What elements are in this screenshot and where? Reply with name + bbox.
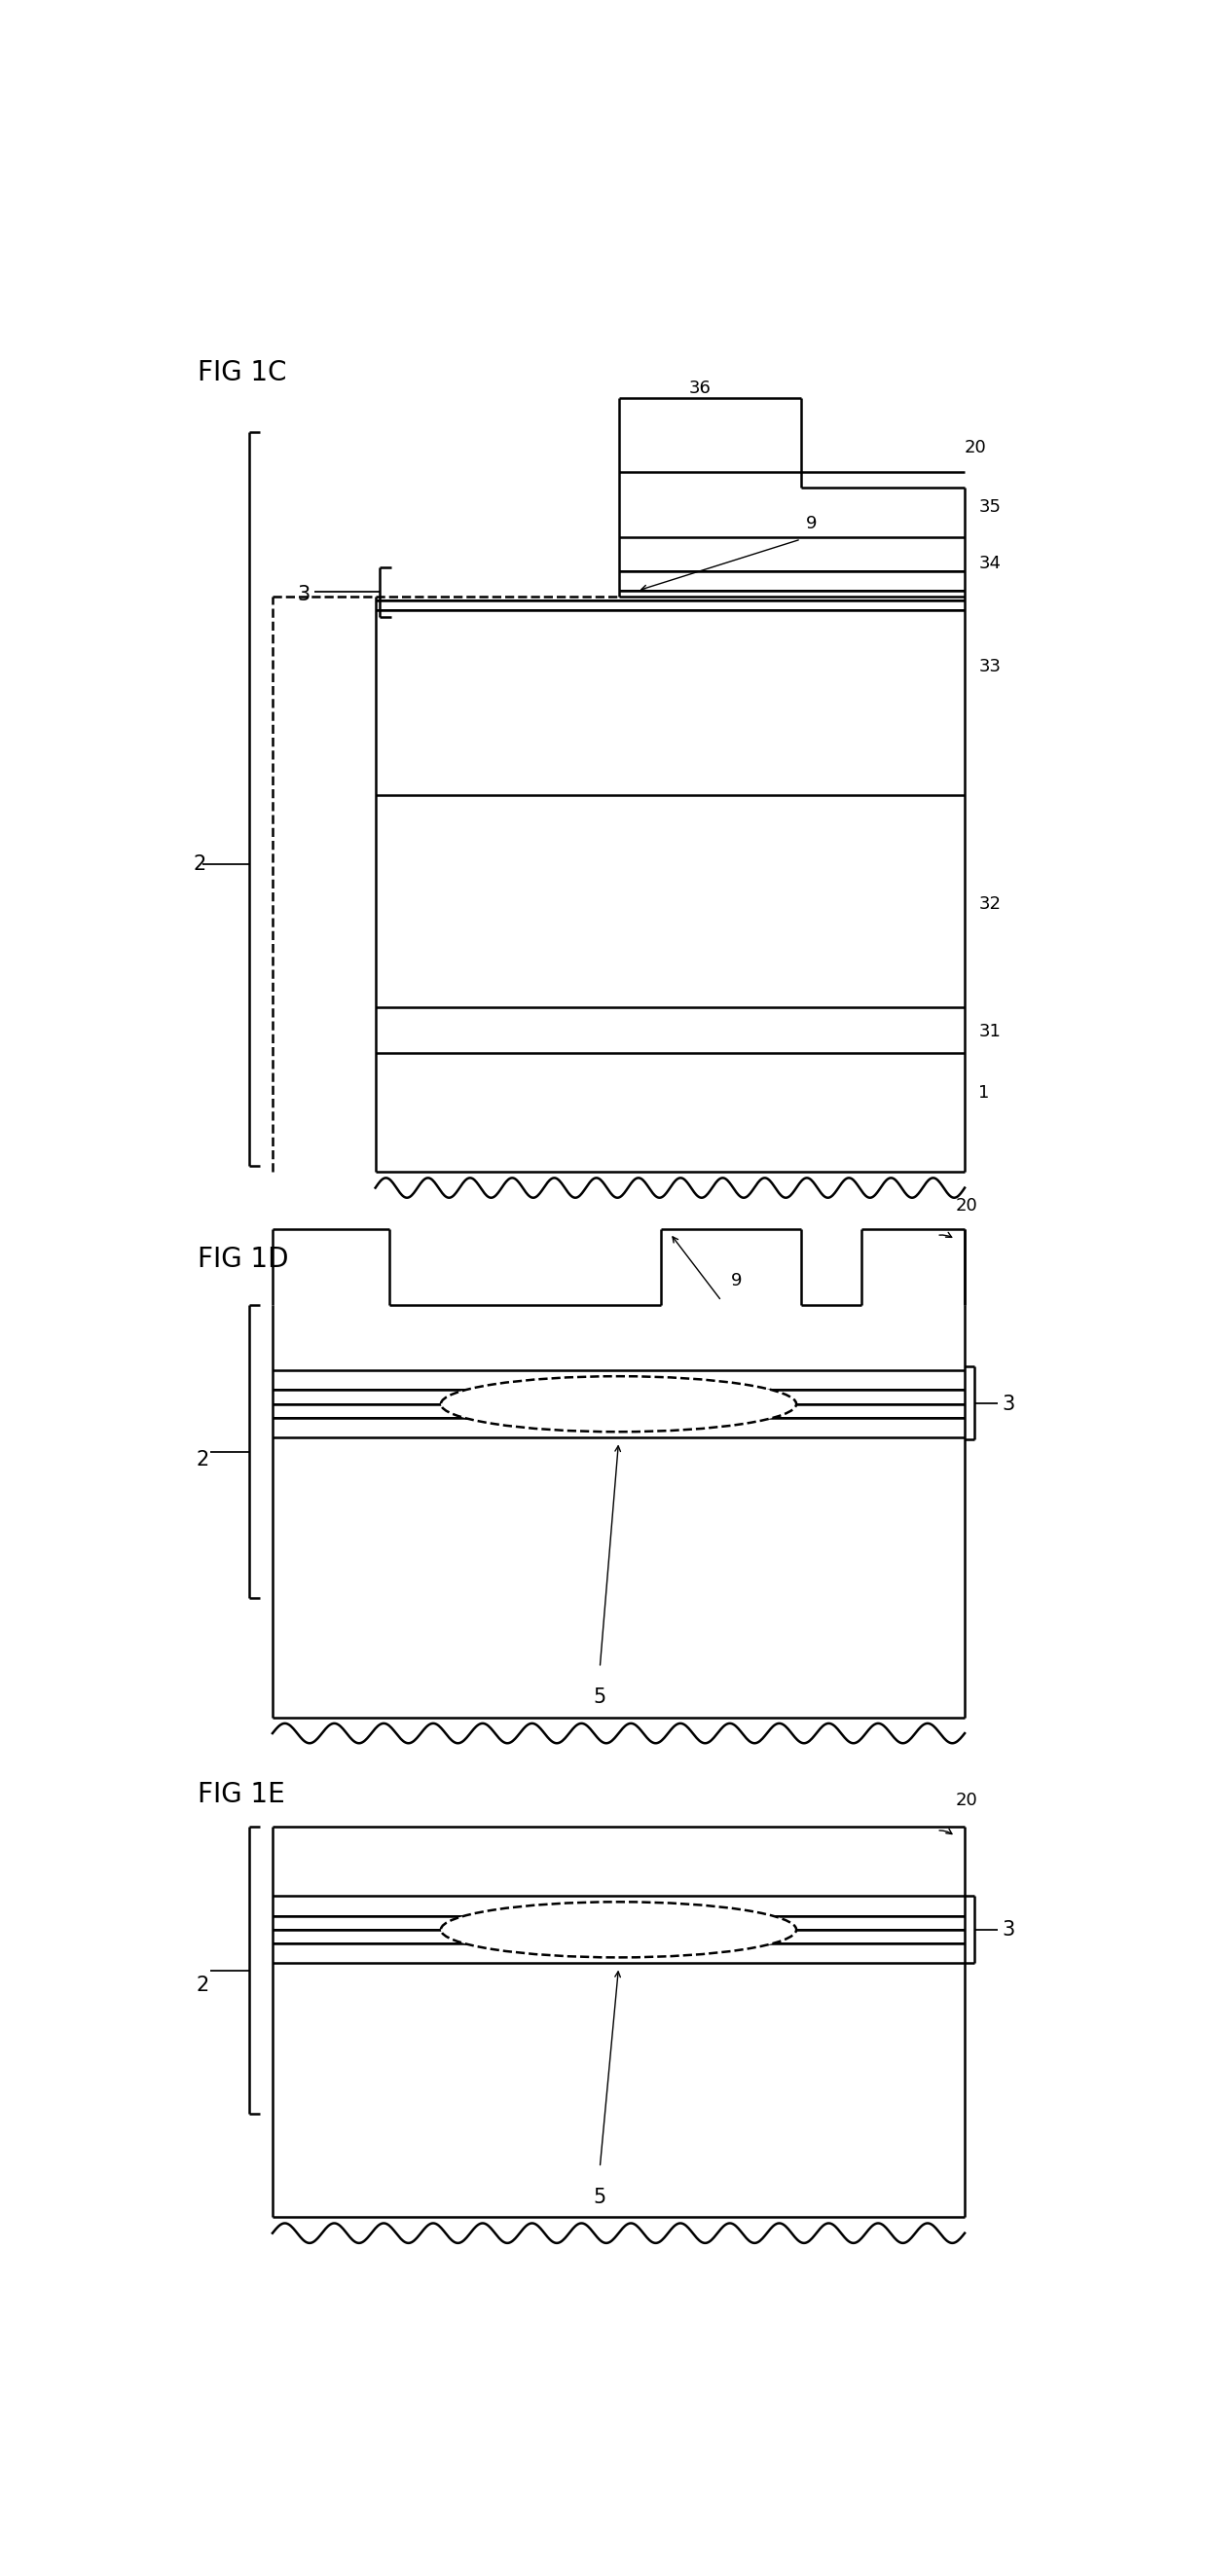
Text: FIG 1D: FIG 1D [198,1244,288,1273]
Text: FIG 1E: FIG 1E [198,1780,285,1808]
Text: 33: 33 [979,657,1001,675]
Text: 5: 5 [594,1687,606,1708]
Text: 36: 36 [689,379,711,397]
Text: 3: 3 [297,585,310,605]
Text: 1: 1 [979,1084,990,1103]
Text: 32: 32 [979,896,1001,912]
Text: 31: 31 [979,1023,1001,1041]
Text: 20: 20 [964,438,987,456]
Text: 9: 9 [731,1273,742,1291]
Text: 20: 20 [956,1793,978,1808]
Text: FIG 1C: FIG 1C [198,358,287,386]
Text: 3: 3 [1002,1919,1015,1940]
Text: 9: 9 [806,515,817,533]
Text: 5: 5 [594,2187,606,2208]
Text: 35: 35 [979,500,1001,515]
Text: 2: 2 [193,855,206,873]
Text: 2: 2 [196,1450,209,1468]
Text: 34: 34 [979,554,1001,572]
Ellipse shape [441,1376,797,1432]
Ellipse shape [441,1901,797,1958]
Text: 3: 3 [1002,1394,1015,1414]
Text: 20: 20 [956,1198,978,1213]
Text: 2: 2 [196,1976,209,1994]
